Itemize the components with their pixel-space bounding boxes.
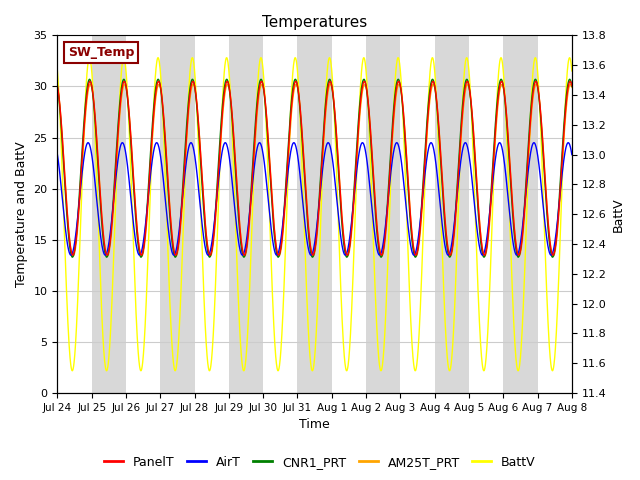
Bar xyxy=(366,36,401,393)
Y-axis label: BattV: BattV xyxy=(612,197,625,231)
Bar xyxy=(92,36,126,393)
Bar xyxy=(160,36,195,393)
Bar xyxy=(229,36,263,393)
Bar xyxy=(503,36,538,393)
Bar xyxy=(435,36,469,393)
X-axis label: Time: Time xyxy=(300,419,330,432)
Text: SW_Temp: SW_Temp xyxy=(68,46,134,59)
Bar xyxy=(298,36,332,393)
Y-axis label: Temperature and BattV: Temperature and BattV xyxy=(15,142,28,287)
Legend: PanelT, AirT, CNR1_PRT, AM25T_PRT, BattV: PanelT, AirT, CNR1_PRT, AM25T_PRT, BattV xyxy=(99,451,541,474)
Title: Temperatures: Temperatures xyxy=(262,15,367,30)
